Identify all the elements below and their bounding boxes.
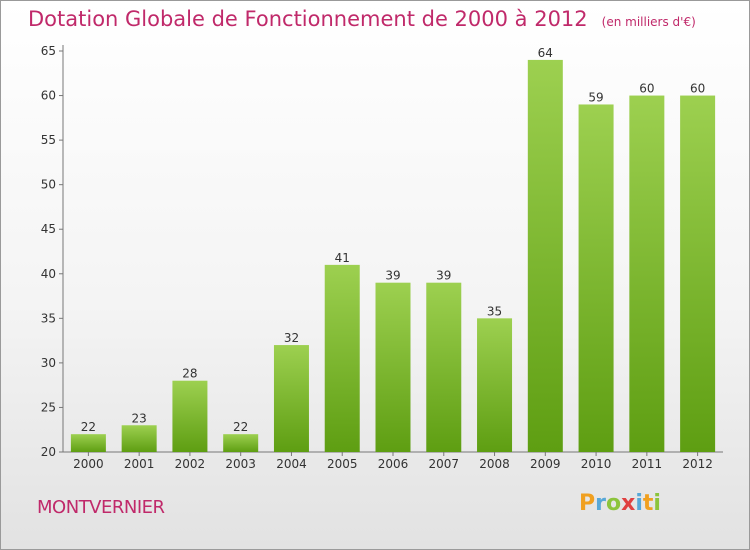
bar bbox=[273, 345, 309, 452]
x-tick-label: 2012 bbox=[682, 457, 713, 471]
bar bbox=[477, 318, 513, 452]
logo-letter: x bbox=[621, 491, 636, 516]
y-tick-label: 35 bbox=[41, 311, 56, 325]
x-tick-label: 2009 bbox=[530, 457, 561, 471]
bar bbox=[578, 104, 614, 452]
data-label: 39 bbox=[436, 269, 451, 283]
y-tick-label: 30 bbox=[41, 356, 56, 370]
y-tick-label: 40 bbox=[41, 267, 56, 281]
x-tick-label: 2010 bbox=[581, 457, 612, 471]
data-label: 41 bbox=[335, 251, 350, 265]
x-tick-label: 2011 bbox=[632, 457, 663, 471]
x-tick-label: 2008 bbox=[479, 457, 510, 471]
chart-title: Dotation Globale de Fonctionnement de 20… bbox=[28, 7, 696, 31]
x-tick-label: 2002 bbox=[175, 457, 206, 471]
logo-letter: P bbox=[579, 491, 596, 516]
bar bbox=[172, 380, 208, 452]
y-tick-label: 65 bbox=[41, 44, 56, 58]
bar bbox=[527, 59, 563, 453]
y-tick-label: 45 bbox=[41, 222, 56, 236]
chart-unit: (en milliers d'€) bbox=[601, 15, 696, 29]
bar bbox=[324, 264, 360, 452]
data-label: 39 bbox=[385, 269, 400, 283]
data-label: 60 bbox=[690, 82, 705, 96]
y-tick-label: 20 bbox=[41, 445, 56, 459]
data-label: 22 bbox=[233, 420, 248, 434]
data-label: 32 bbox=[284, 331, 299, 345]
logo-letter: t bbox=[642, 491, 654, 516]
bar bbox=[426, 282, 462, 452]
x-tick-label: 2005 bbox=[327, 457, 358, 471]
logo-letter: i bbox=[635, 491, 643, 516]
logo-letter: r bbox=[595, 491, 606, 516]
x-tick-label: 2007 bbox=[428, 457, 459, 471]
data-label: 60 bbox=[639, 82, 654, 96]
data-label: 35 bbox=[487, 304, 502, 318]
commune-name: MONTVERNIER bbox=[37, 497, 165, 518]
x-tick-label: 2006 bbox=[378, 457, 409, 471]
data-label: 23 bbox=[132, 411, 147, 425]
y-tick-label: 25 bbox=[41, 400, 56, 414]
x-tick-label: 2001 bbox=[124, 457, 155, 471]
y-tick-label: 55 bbox=[41, 133, 56, 147]
data-label: 28 bbox=[182, 367, 197, 381]
proxiti-logo[interactable]: Proxiti bbox=[579, 491, 661, 516]
bar bbox=[680, 95, 716, 453]
x-tick-label: 2003 bbox=[225, 457, 256, 471]
bar bbox=[70, 434, 106, 452]
y-tick-label: 50 bbox=[41, 178, 56, 192]
bar bbox=[629, 95, 665, 453]
data-label: 59 bbox=[588, 90, 603, 104]
bar bbox=[223, 434, 259, 452]
chart-title-text: Dotation Globale de Fonctionnement de 20… bbox=[28, 7, 588, 31]
y-tick-label: 60 bbox=[41, 89, 56, 103]
x-tick-label: 2004 bbox=[276, 457, 307, 471]
bar bbox=[375, 282, 411, 452]
data-label: 22 bbox=[81, 420, 96, 434]
logo-letter: o bbox=[605, 491, 622, 516]
bar bbox=[121, 425, 157, 452]
x-tick-label: 2000 bbox=[73, 457, 104, 471]
data-label: 64 bbox=[538, 46, 553, 60]
logo-letter: i bbox=[653, 491, 661, 516]
